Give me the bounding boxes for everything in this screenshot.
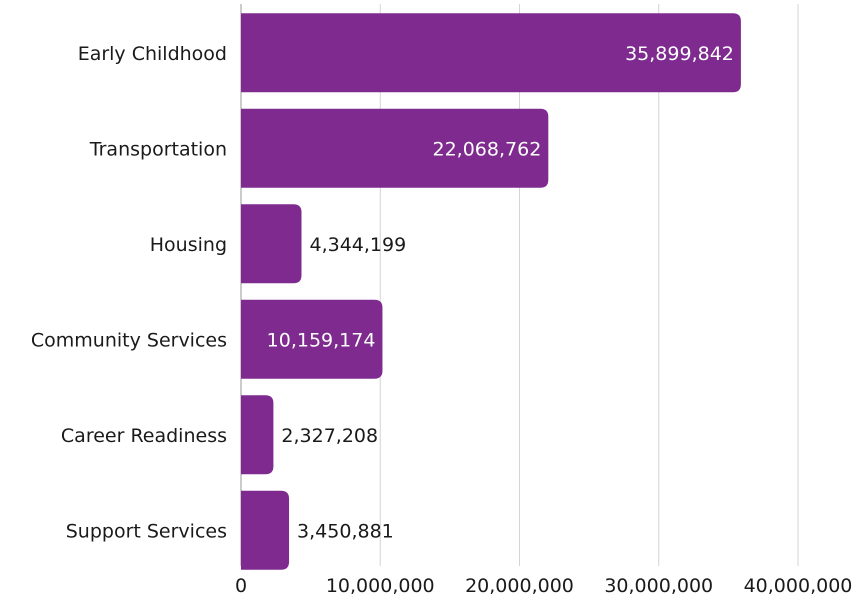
category-label: Support Services: [66, 520, 227, 542]
x-tick-label: 0: [235, 575, 247, 596]
category-label: Community Services: [31, 329, 227, 351]
bar: [241, 13, 741, 93]
data-label: 10,159,174: [267, 329, 376, 351]
bar: [241, 204, 302, 284]
data-label: 2,327,208: [281, 425, 378, 447]
x-tick-label: 30,000,000: [604, 575, 713, 596]
bar: [241, 299, 383, 379]
x-axis-tick-labels: 0 10,000,000 20,000,000 30,000,000 40,000,00…: [235, 575, 852, 596]
category-label: Housing: [150, 234, 227, 256]
data-label: 35,899,842: [625, 43, 734, 65]
category-label: Transportation: [89, 138, 227, 160]
category-label: Early Childhood: [78, 43, 227, 65]
x-tick-label: 20,000,000: [465, 575, 574, 596]
bar: [241, 490, 290, 570]
bars: 35,899,842 22,068,762 4,344,199 10,159,174 2…: [241, 13, 741, 570]
data-label: 4,344,199: [309, 234, 406, 256]
bar: [241, 108, 549, 188]
x-tick-label: 10,000,000: [326, 575, 435, 596]
category-labels: Early Childhood Transportation Housing Comm…: [31, 43, 227, 543]
x-tick-label: 40,000,000: [744, 575, 853, 596]
gridlines: [240, 4, 799, 566]
category-label: Career Readiness: [61, 425, 227, 447]
bar: [241, 395, 274, 475]
data-label: 3,450,881: [297, 520, 394, 542]
data-label: 22,068,762: [433, 138, 542, 160]
